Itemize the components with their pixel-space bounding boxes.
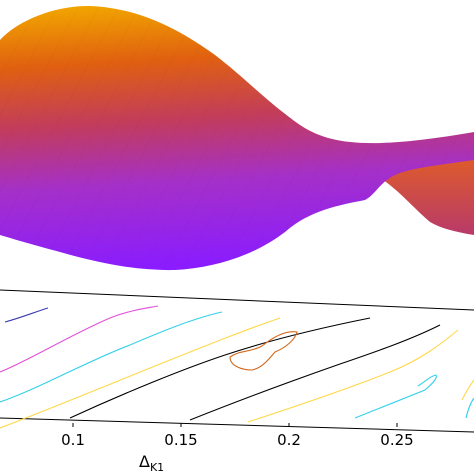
contour-line-magenta [0, 305, 159, 373]
contour-line-cyan-upper [0, 311, 223, 403]
x-axis-label: ΔK1 [139, 452, 164, 474]
x-axis-label-main: Δ [139, 452, 150, 471]
x-tick-label: 0.2 [277, 431, 301, 449]
contour-partial-yellow-edge [461, 379, 474, 401]
x-axis-ticks: 0.1 0.15 0.2 0.25 [61, 423, 414, 449]
x-axis-label-subscript: K1 [150, 461, 164, 474]
contour-plane-outline [0, 289, 474, 433]
x-tick-label: 0.1 [61, 431, 85, 449]
contour-line-blue [4, 307, 49, 323]
contour-line-yellow-lower [247, 329, 459, 423]
contour-line-yellow-upper [0, 317, 281, 429]
contour-line-black-middle [69, 317, 371, 419]
contour-loop-orange [229, 331, 298, 371]
x-tick-label: 0.15 [164, 431, 197, 449]
contour-partial-cyan-edge [465, 397, 474, 419]
contour-line-black-lower [189, 324, 441, 421]
contour-line-cyan-lower [354, 374, 437, 419]
surface-facets [0, 5, 474, 271]
x-tick-label: 0.25 [380, 431, 413, 449]
